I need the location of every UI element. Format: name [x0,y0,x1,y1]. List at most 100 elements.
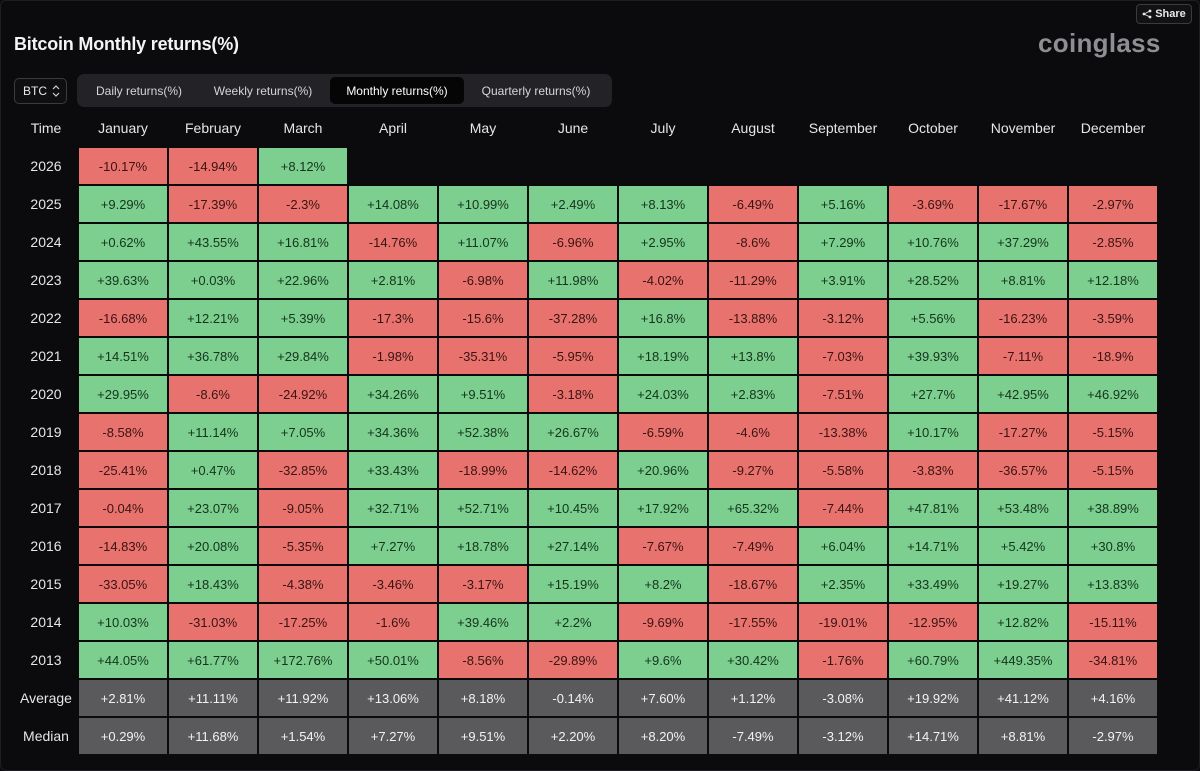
share-icon [1142,9,1152,19]
return-cell: -29.89% [529,642,617,678]
summary-cell: +8.81% [979,718,1067,754]
return-cell: +12.82% [979,604,1067,640]
return-cell: +9.51% [439,376,527,412]
return-cell: +0.62% [79,224,167,260]
return-cell: -8.56% [439,642,527,678]
page-title: Bitcoin Monthly returns(%) [14,34,239,54]
return-cell: -24.92% [259,376,347,412]
return-cell: +2.81% [349,262,437,298]
summary-row: Median +0.29% +11.68% +1.54% +7.27% +9.51% +2.… [15,718,1157,754]
return-cell: -1.76% [799,642,887,678]
empty-cell [529,148,617,184]
return-cell: +7.27% [349,528,437,564]
summary-cell: +0.29% [79,718,167,754]
row-year-label: 2021 [30,348,62,364]
summary-cell: -3.08% [799,680,887,716]
return-cell: -3.17% [439,566,527,602]
return-cell: +8.2% [619,566,707,602]
return-cell: +0.47% [169,452,257,488]
return-cell: -3.59% [1069,300,1157,336]
column-header-time: Time [30,120,62,136]
return-cell: -10.17% [79,148,167,184]
return-cell: +11.14% [169,414,257,450]
return-cell: +5.39% [259,300,347,336]
return-cell: +5.16% [799,186,887,222]
return-cell: -5.95% [529,338,617,374]
return-cell: +34.26% [349,376,437,412]
row-year-label: 2013 [30,652,62,668]
return-cell: +2.35% [799,566,887,602]
table-row: 2014 +10.03% -31.03% -17.25% -1.6% +39.46% +2.… [15,604,1157,640]
empty-cell [979,148,1067,184]
return-cell: -15.11% [1069,604,1157,640]
return-cell: +43.55% [169,224,257,260]
table-row: 2024 +0.62% +43.55% +16.81% -14.76% +11.07% -6… [15,224,1157,260]
return-cell: -6.98% [439,262,527,298]
return-cell: +18.19% [619,338,707,374]
table-row: 2017 -0.04% +23.07% -9.05% +32.71% +52.71% +10… [15,490,1157,526]
return-cell: +24.03% [619,376,707,412]
return-cell: +50.01% [349,642,437,678]
table-row: 2022 -16.68% +12.21% +5.39% -17.3% -15.6% -37.… [15,300,1157,336]
return-cell: -14.94% [169,148,257,184]
summary-cell: +7.60% [619,680,707,716]
return-cell: -7.44% [799,490,887,526]
share-button[interactable]: Share [1136,4,1192,24]
return-cell: +2.83% [709,376,797,412]
table-row: 2018 -25.41% +0.47% -32.85% +33.43% -18.99% -1… [15,452,1157,488]
return-cell: -7.03% [799,338,887,374]
summary-cell: +7.27% [349,718,437,754]
return-cell: +30.8% [1069,528,1157,564]
column-header-month: August [731,120,775,136]
return-cell: -5.58% [799,452,887,488]
column-header-month: February [184,120,242,136]
return-cell: +52.38% [439,414,527,450]
return-cell: -3.12% [799,300,887,336]
return-cell: +27.14% [529,528,617,564]
return-cell: -3.83% [889,452,977,488]
column-header-month: June [557,120,589,136]
return-cell: +9.6% [619,642,707,678]
return-cell: +27.7% [889,376,977,412]
summary-cell: +1.12% [709,680,797,716]
return-cell: +3.91% [799,262,887,298]
return-cell: -18.9% [1069,338,1157,374]
tab-daily-returns[interactable]: Daily returns(%) [95,83,182,98]
column-header-month: December [1080,120,1146,136]
tab-weekly-returns[interactable]: Weekly returns(%) [213,83,313,98]
table-row: 2015 -33.05% +18.43% -4.38% -3.46% -3.17% +15.… [15,566,1157,602]
summary-cell: +11.92% [259,680,347,716]
return-cell: +13.8% [709,338,797,374]
summary-cell: +19.92% [889,680,977,716]
summary-row-label: Median [23,728,69,744]
return-cell: -35.31% [439,338,527,374]
asset-select[interactable]: BTC [14,78,67,104]
return-cell: +12.21% [169,300,257,336]
return-cell: -33.05% [79,566,167,602]
column-header-month: May [469,120,497,136]
column-header-month: September [808,120,878,136]
table-header-row: Time January February March April May June July… [15,110,1157,146]
return-cell: -2.85% [1069,224,1157,260]
return-cell: +37.29% [979,224,1067,260]
return-cell: -14.83% [79,528,167,564]
return-cell: +65.32% [709,490,797,526]
tab-quarterly-returns[interactable]: Quarterly returns(%) [481,83,591,98]
return-cell: +33.49% [889,566,977,602]
summary-cell: +4.16% [1069,680,1157,716]
return-cell: -18.99% [439,452,527,488]
return-cell: -32.85% [259,452,347,488]
asset-select-value: BTC [23,84,47,98]
return-cell: -7.67% [619,528,707,564]
summary-cell: +41.12% [979,680,1067,716]
return-cell: -31.03% [169,604,257,640]
return-cell: -7.11% [979,338,1067,374]
return-cell: +6.04% [799,528,887,564]
empty-cell [349,148,437,184]
return-cell: +5.42% [979,528,1067,564]
return-cell: -13.38% [799,414,887,450]
tab-monthly-returns[interactable]: Monthly returns(%) [330,77,464,104]
return-cell: +449.35% [979,642,1067,678]
return-cell: -9.05% [259,490,347,526]
column-header-month: April [378,120,407,136]
